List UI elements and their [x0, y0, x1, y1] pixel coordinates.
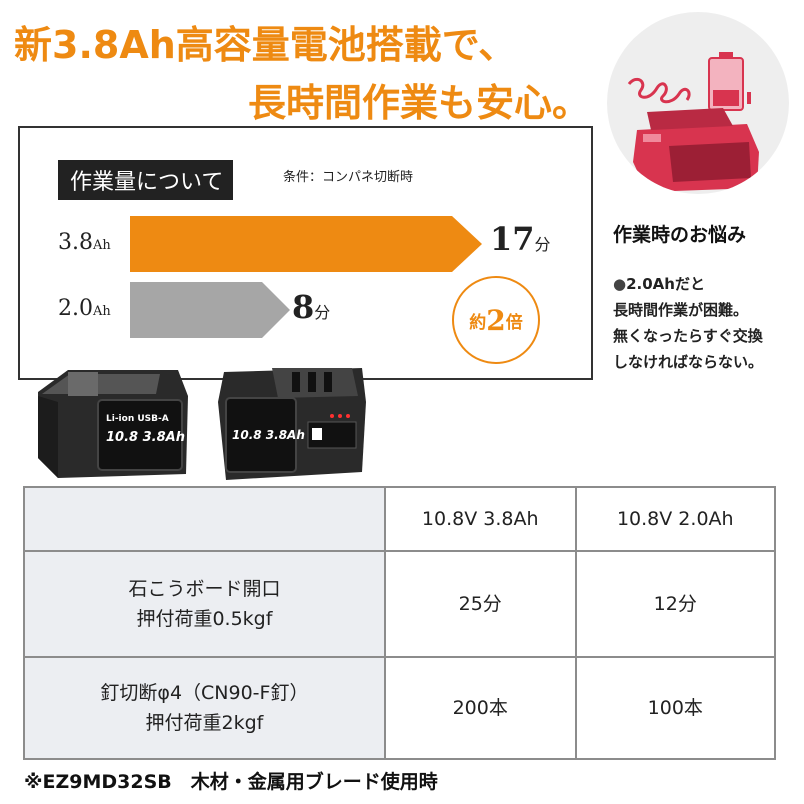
badge-prefix: 約 — [469, 312, 487, 333]
time-2-0ah: 8分 — [292, 288, 330, 326]
row-label-line-1: 釘切断φ4（CN90-F釘） — [100, 682, 309, 704]
battery-front: Li-ion USB-A 10.8 3.8Ah — [28, 362, 198, 486]
battery-image-2 — [218, 368, 366, 480]
worry-line-2: 長時間作業が困難。 — [613, 301, 749, 319]
graph-condition: 条件：コンパネ切断時 — [283, 170, 414, 185]
worry-line-1: ●2.0Ahだと — [613, 271, 763, 297]
battery-1-voltage: 10.8 — [106, 430, 139, 445]
worry-illustration — [607, 12, 789, 194]
table-row: 石こうボード開口 押付荷重0.5kgf 25分 12分 — [23, 550, 777, 658]
row-label-2-0: 2.0Ah — [58, 296, 111, 321]
row-label-line-1: 石こうボード開口 — [128, 578, 281, 600]
table-row: 釘切断φ4（CN90-F釘） 押付荷重2kgf 200本 100本 — [23, 656, 777, 760]
row-unit-3-8: Ah — [93, 238, 111, 253]
table-cell: 200本 — [383, 656, 577, 760]
worry-line-4: しなければならない。 — [613, 353, 764, 371]
table-header-row: 10.8V 3.8Ah 10.8V 2.0Ah — [23, 486, 777, 552]
badge-suffix: 倍 — [505, 312, 523, 333]
table-header-cell: 10.8V 3.8Ah — [383, 486, 577, 552]
headline-line-2: 長時間作業も安心。 — [248, 81, 591, 125]
battery-1-liion: Li-ion — [106, 414, 135, 424]
table-cell: 12分 — [574, 550, 777, 658]
battery-back: 10.8 3.8Ah — [212, 362, 372, 488]
bullet: ● — [613, 275, 627, 293]
row-label-line-2: 押付荷重2kgf — [145, 712, 264, 734]
row-voltage-2-0: 2.0 — [58, 296, 93, 321]
worry-line-1-text: 2.0Ahだと — [626, 275, 705, 293]
battery-worry-icon — [627, 52, 759, 192]
battery-1-usb: USB-A — [137, 414, 169, 424]
battery-1-text-main: 10.8 3.8Ah — [106, 430, 185, 445]
battery-2-capacity: 3.8Ah — [265, 428, 305, 442]
worry-title: 作業時のお悩み — [613, 224, 747, 246]
row-label-3-8: 3.8Ah — [58, 230, 111, 255]
battery-1-capacity: 3.8Ah — [142, 430, 185, 445]
bar-3-8ah — [130, 216, 482, 272]
table-row-label: 石こうボード開口 押付荷重0.5kgf — [23, 550, 386, 658]
row-voltage-3-8: 3.8 — [58, 230, 93, 255]
battery-2-voltage: 10.8 — [232, 428, 262, 442]
table-header-cell — [23, 486, 386, 552]
footnote: ※EZ9MD32SB 木材・金属用ブレード使用時 — [24, 771, 438, 793]
time-value-2-0: 8 — [292, 288, 315, 326]
table-header-cell: 10.8V 2.0Ah — [574, 486, 777, 552]
spec-table: 10.8V 3.8Ah 10.8V 2.0Ah 石こうボード開口 押付荷重0.5… — [23, 486, 777, 760]
time-3-8ah: 17分 — [490, 220, 551, 258]
row-unit-2-0: Ah — [93, 304, 111, 319]
table-row-label: 釘切断φ4（CN90-F釘） 押付荷重2kgf — [23, 656, 386, 760]
row-label-line-2: 押付荷重0.5kgf — [136, 608, 273, 630]
time-unit-2-0: 分 — [314, 303, 331, 322]
battery-image — [38, 370, 188, 478]
time-value-3-8: 17 — [490, 220, 535, 258]
battery-1-text-top: Li-ion USB-A — [106, 414, 169, 424]
battery-2-text: 10.8 3.8Ah — [232, 428, 305, 442]
graph-label: 作業量について — [58, 160, 234, 200]
badge-value: 2 — [486, 303, 506, 337]
worry-text: ●2.0Ahだと 長時間作業が困難。 無くなったらすぐ交換 しなければならない。 — [613, 271, 763, 375]
bar-2-0ah — [130, 282, 290, 338]
table-cell: 100本 — [574, 656, 777, 760]
time-unit-3-8: 分 — [534, 235, 551, 254]
table-cell: 25分 — [383, 550, 577, 658]
worry-line-3: 無くなったらすぐ交換 — [613, 327, 763, 345]
headline-line-1: 新3.8Ah高容量電池搭載で、 — [14, 23, 517, 67]
